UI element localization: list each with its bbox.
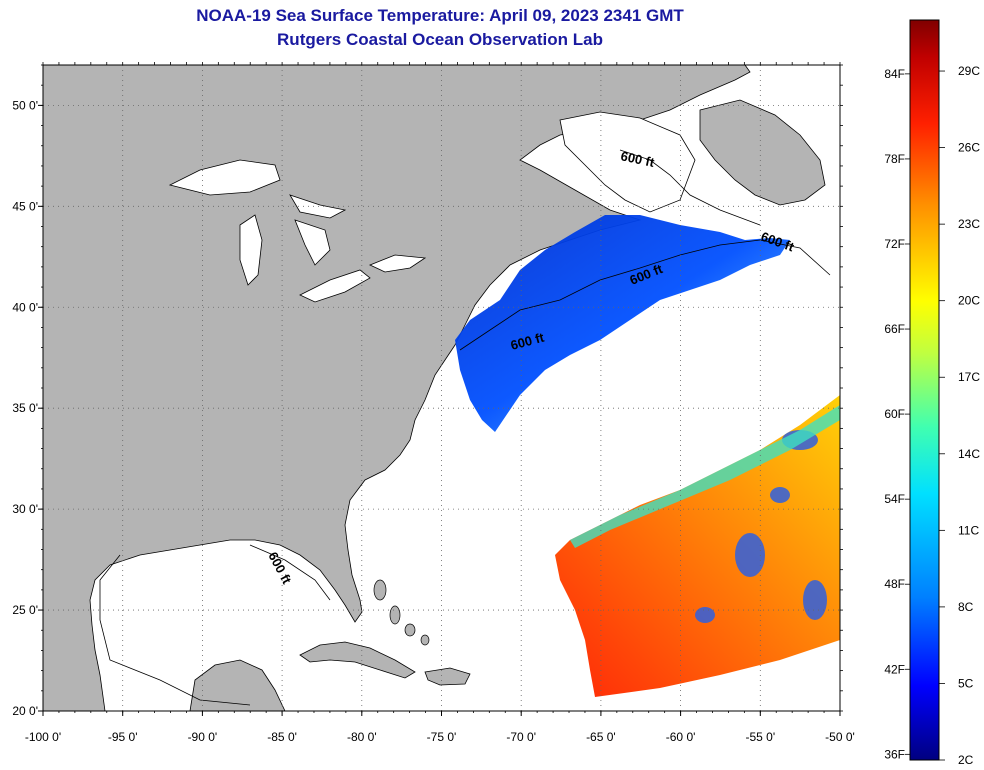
colorbar-label-c: 5C bbox=[958, 676, 974, 690]
lat-tick-label: 40 0' bbox=[12, 300, 38, 314]
colorbar-label-c: 8C bbox=[958, 600, 974, 614]
isobath-lines bbox=[99, 149, 831, 706]
colorbar-label-c: 11C bbox=[958, 523, 979, 537]
colorbar-label-c: 29C bbox=[958, 64, 980, 78]
colorbar-label-c: 17C bbox=[958, 370, 980, 384]
cuba-land bbox=[299, 641, 416, 679]
colorbar-label-f: 48F bbox=[884, 577, 905, 591]
colorbar-label-c: 14C bbox=[958, 447, 980, 461]
lon-tick-label: -70 0' bbox=[506, 730, 536, 744]
colorbar-label-c: 20C bbox=[958, 294, 980, 308]
colorbar-label-c: 23C bbox=[958, 217, 980, 231]
lat-tick-label: 30 0' bbox=[12, 502, 38, 516]
newfoundland-land bbox=[699, 99, 826, 206]
lon-tick-label: -50 0' bbox=[825, 730, 855, 744]
bahamas-islands bbox=[373, 579, 430, 646]
lon-tick-label: -80 0' bbox=[347, 730, 377, 744]
colorbar-label-c: 2C bbox=[958, 753, 974, 767]
lon-tick-label: -75 0' bbox=[427, 730, 457, 744]
colorbar-label-f: 66F bbox=[884, 322, 905, 336]
great-lakes bbox=[168, 159, 427, 303]
lon-tick-label: -55 0' bbox=[745, 730, 775, 744]
lon-tick-label: -60 0' bbox=[666, 730, 696, 744]
lat-tick-label: 45 0' bbox=[12, 199, 38, 213]
colorbar bbox=[909, 19, 940, 761]
colorbar-label-f: 42F bbox=[884, 662, 905, 676]
sst-cool-band bbox=[570, 405, 840, 548]
hispaniola-land bbox=[424, 667, 471, 686]
lon-tick-label: -95 0' bbox=[108, 730, 138, 744]
colorbar-label-f: 54F bbox=[884, 492, 905, 506]
lat-tick-label: 50 0' bbox=[12, 98, 38, 112]
map-title: NOAA-19 Sea Surface Temperature: April 0… bbox=[196, 6, 684, 25]
lon-tick-label: -65 0' bbox=[586, 730, 616, 744]
gulf-of-st-lawrence bbox=[559, 111, 696, 213]
colorbar-label-f: 36F bbox=[884, 747, 905, 761]
map-ticks bbox=[38, 62, 843, 716]
colorbar-label-f: 78F bbox=[884, 152, 905, 166]
colorbar-label-f: 60F bbox=[884, 407, 905, 421]
sst-swath-north bbox=[455, 215, 790, 432]
north-america-land bbox=[43, 65, 751, 711]
lat-tick-label: 35 0' bbox=[12, 401, 38, 415]
lat-tick-label: 25 0' bbox=[12, 603, 38, 617]
colorbar-label-f: 84F bbox=[884, 67, 905, 81]
lon-tick-label: -100 0' bbox=[25, 730, 61, 744]
colorbar-label-f: 72F bbox=[884, 237, 905, 251]
colorbar-label-c: 26C bbox=[958, 141, 980, 155]
lon-tick-label: -85 0' bbox=[267, 730, 297, 744]
sst-swath-south bbox=[555, 395, 840, 697]
lat-tick-label: 20 0' bbox=[12, 704, 38, 718]
yucatan-land bbox=[189, 659, 286, 711]
map-subtitle: Rutgers Coastal Ocean Observation Lab bbox=[277, 30, 603, 49]
isobath-label: 600 ft bbox=[619, 148, 656, 170]
lon-tick-label: -90 0' bbox=[188, 730, 218, 744]
